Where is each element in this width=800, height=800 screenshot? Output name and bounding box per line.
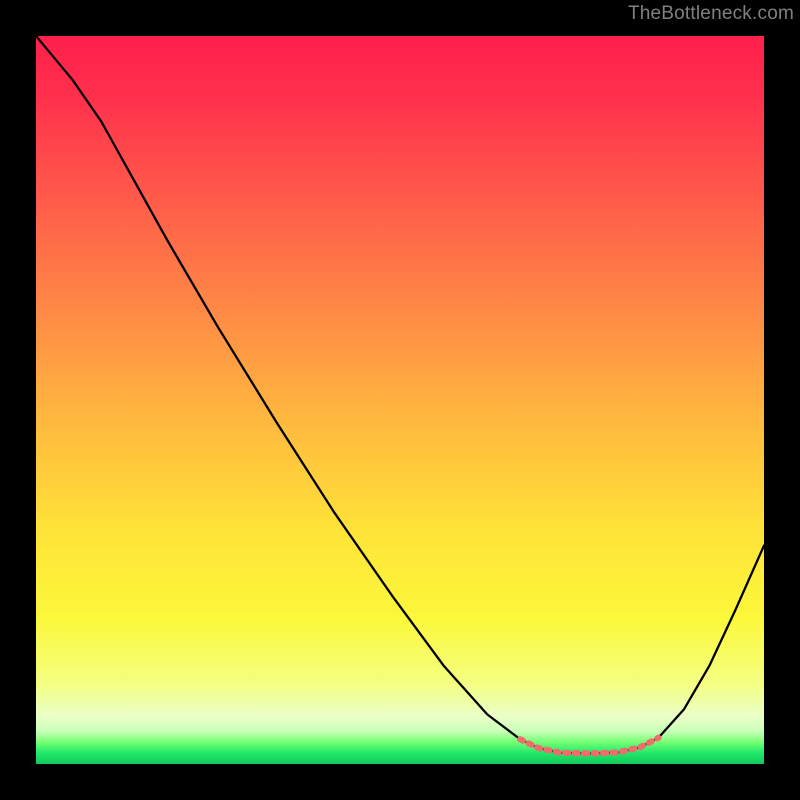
watermark-label: TheBottleneck.com: [628, 3, 794, 25]
chart-svg: [36, 36, 764, 764]
bottleneck-curve: [36, 36, 764, 753]
chart-outer-frame: TheBottleneck.com: [0, 0, 800, 800]
plot-area: [36, 36, 764, 764]
optimal-range-highlight: [520, 738, 658, 754]
